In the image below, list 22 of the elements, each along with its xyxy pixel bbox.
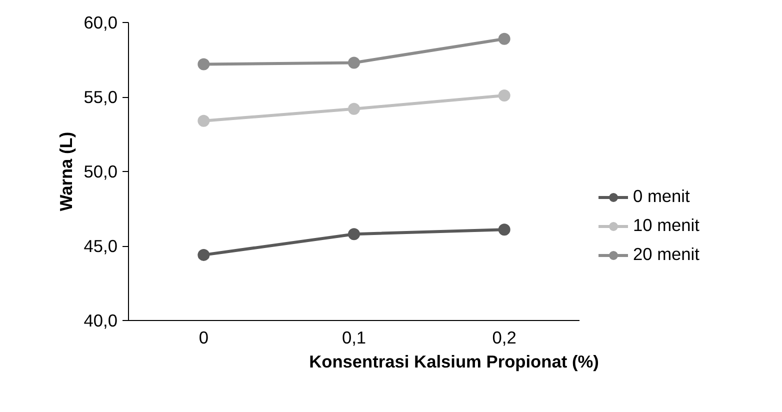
x-tick-label: 0,1 (342, 328, 366, 348)
x-tick-label: 0,2 (492, 328, 516, 348)
point (348, 56, 360, 69)
y-tick-label: 45,0 (84, 236, 118, 256)
point (498, 224, 510, 236)
point (198, 114, 210, 127)
y-tick-label: 60,0 (84, 12, 118, 32)
x-tick-label: 0 (198, 328, 208, 348)
point (348, 102, 360, 115)
x-axis-title: Konsentrasi Kalsium Propionat (%) (309, 352, 599, 372)
point (498, 32, 510, 45)
y-axis-title: Warna (L) (56, 132, 76, 212)
legend-label: 10 menit (633, 215, 700, 236)
legend-label: 0 menit (633, 186, 690, 207)
point (348, 228, 360, 240)
point (198, 58, 210, 70)
y-tick-label: 55,0 (84, 87, 118, 107)
point (198, 248, 210, 261)
y-tick-label: 50,0 (84, 162, 118, 182)
point (498, 90, 510, 102)
legend-label: 20 menit (633, 244, 700, 265)
y-tick-label: 40,0 (84, 310, 118, 330)
